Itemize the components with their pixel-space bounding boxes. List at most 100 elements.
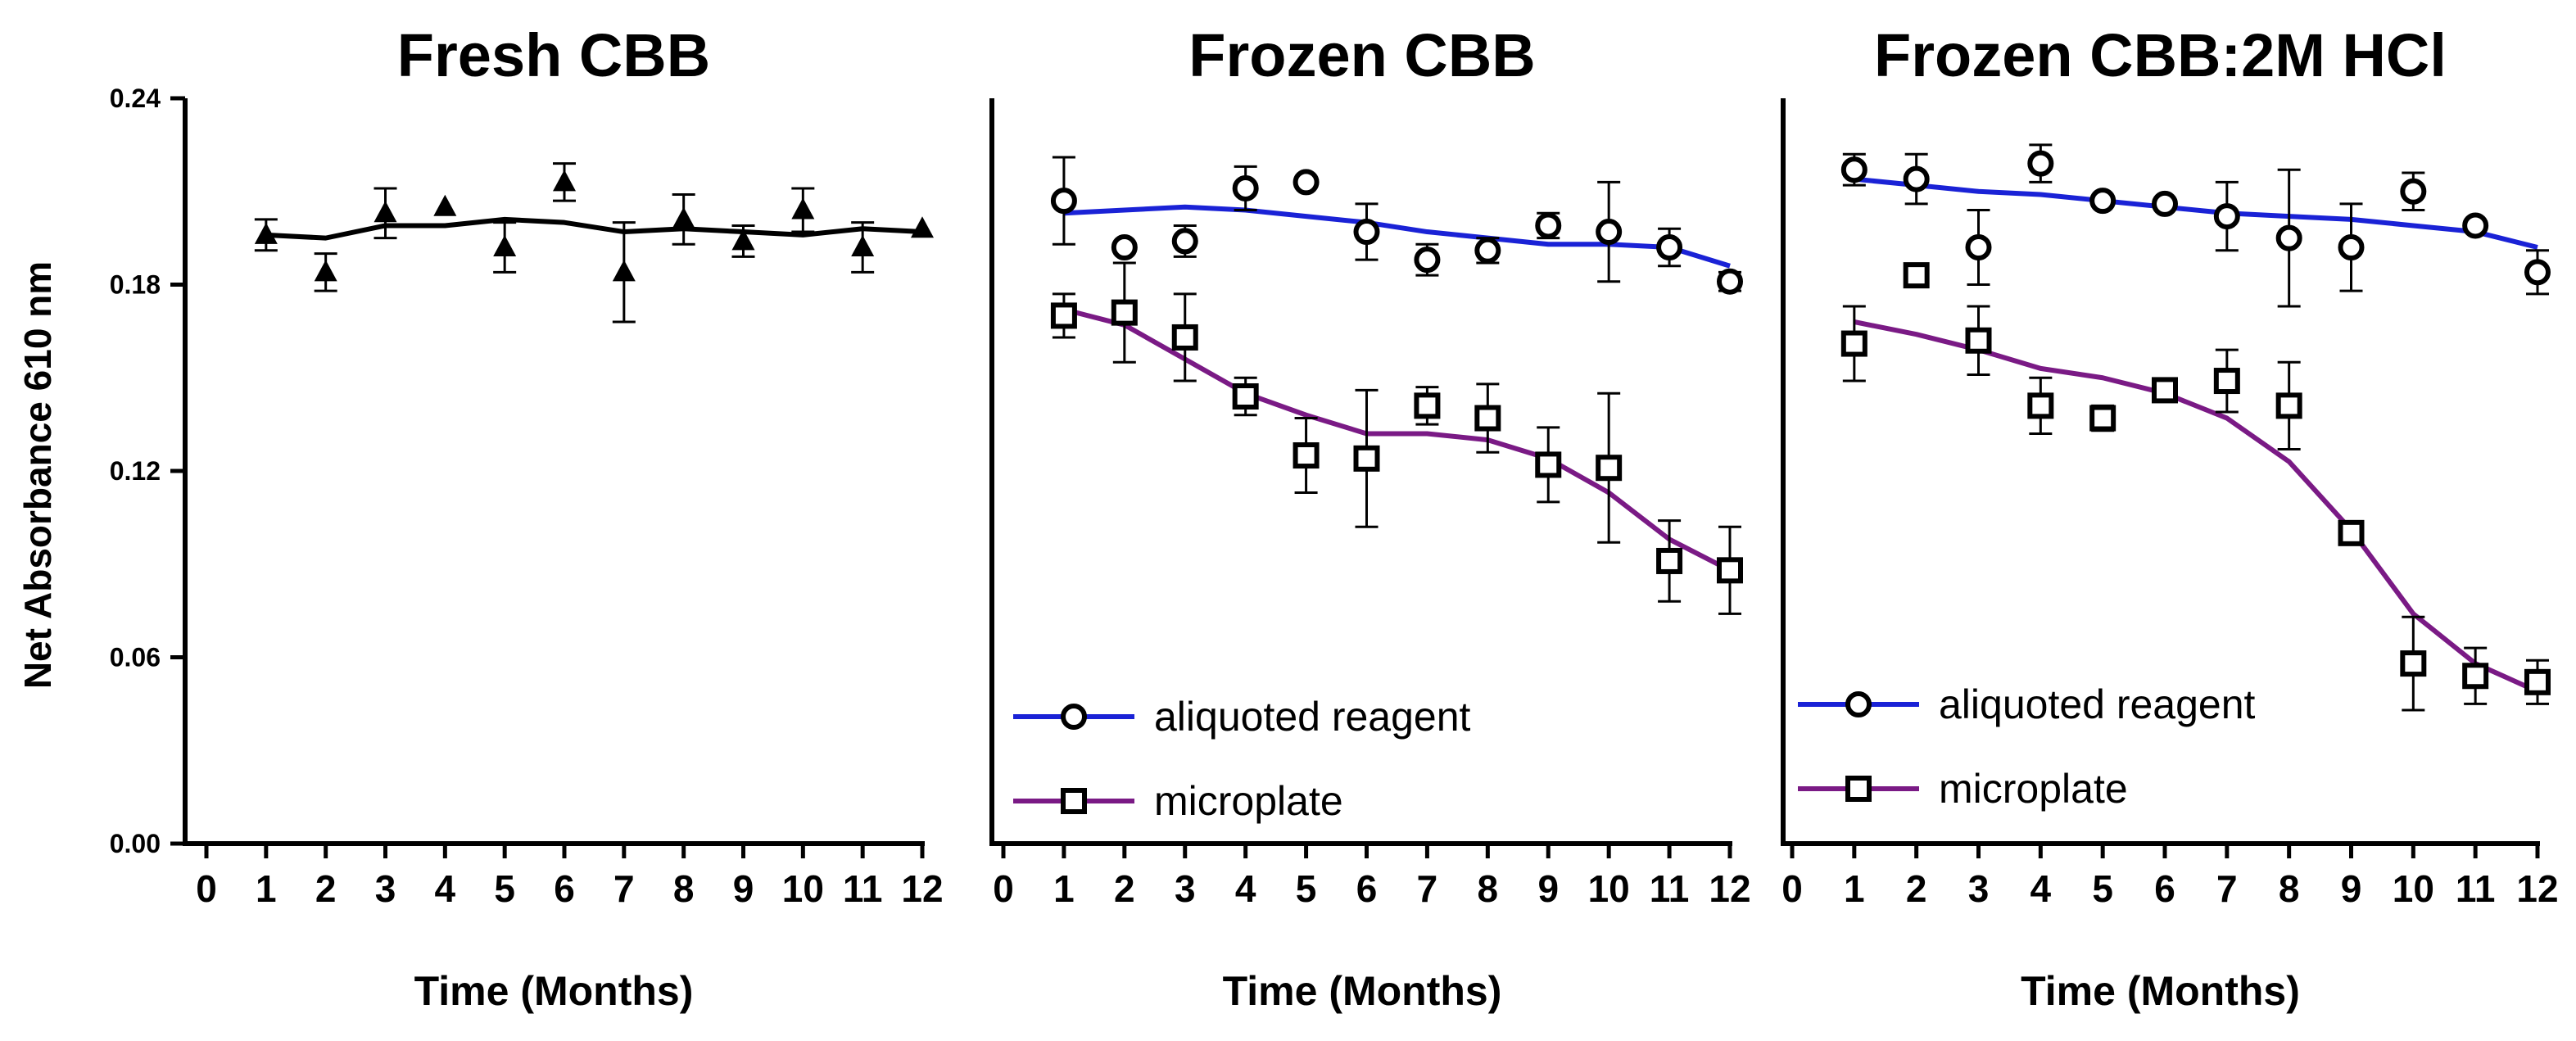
y-tick-label: 0.00	[110, 829, 161, 858]
x-tick-label: 3	[1968, 867, 1990, 910]
data-point-circle	[2089, 188, 2116, 215]
chart-title: Frozen CBB	[1188, 21, 1535, 89]
data-point-circle	[1353, 219, 1380, 246]
legend-label: aliquoted reagent	[1939, 681, 2256, 727]
data-point-square	[1535, 451, 1562, 478]
data-point-triangle	[373, 201, 397, 223]
data-point-circle	[2524, 259, 2551, 286]
x-tick-label: 6	[554, 867, 575, 910]
data-point-circle	[2462, 212, 2489, 239]
y-tick-label: 0.12	[110, 456, 161, 486]
x-tick-label: 4	[1235, 867, 1256, 910]
data-point-triangle	[731, 229, 755, 251]
chart-title: Fresh CBB	[397, 21, 710, 89]
data-point-circle	[1840, 156, 1867, 183]
y-tick-label: 0.18	[110, 270, 161, 300]
data-point-triangle	[851, 235, 875, 256]
data-point-circle	[2275, 224, 2302, 251]
data-point-square	[1656, 547, 1683, 574]
x-tick-label: 4	[435, 867, 456, 910]
legend-marker-square	[1845, 776, 1872, 802]
x-tick-label: 8	[673, 867, 695, 910]
x-tick-label: 6	[2154, 867, 2175, 910]
x-tick-label: 8	[2279, 867, 2300, 910]
legend: aliquoted reagent microplate	[1798, 681, 2256, 812]
x-tick-label: 2	[1906, 867, 1927, 910]
x-axis-label: Time (Months)	[1223, 968, 1502, 1014]
x-tick-label: 0	[196, 867, 217, 910]
y-tick-label: 0.06	[110, 643, 161, 672]
data-point-square	[2027, 392, 2054, 419]
x-tick-label: 1	[256, 867, 277, 910]
data-point-square	[2524, 668, 2551, 695]
legend-marker-square	[1061, 788, 1087, 814]
data-point-circle	[2400, 178, 2427, 205]
x-tick-label: 9	[1537, 867, 1559, 910]
x-tick-label: 7	[613, 867, 635, 910]
data-point-circle	[1717, 268, 1743, 295]
x-tick-label: 7	[1417, 867, 1438, 910]
x-axis-label: Time (Months)	[2021, 968, 2300, 1014]
x-tick-label: 8	[1478, 867, 1499, 910]
x-tick-label: 9	[2341, 867, 2362, 910]
data-point-square	[1050, 302, 1077, 329]
y-axis-label: Net Absorbance 610 nm	[16, 261, 59, 689]
x-tick-label: 5	[2092, 867, 2113, 910]
fit-line-fresh-cbb	[265, 216, 923, 241]
data-point-circle	[1293, 169, 1320, 196]
data-point-circle	[1656, 234, 1683, 260]
data-point-circle	[1596, 219, 1623, 246]
x-tick-label: 12	[2516, 867, 2558, 910]
x-tick-label: 6	[1356, 867, 1378, 910]
data-point-square	[1293, 442, 1320, 469]
data-point-square	[2152, 377, 2178, 404]
x-tick-label: 10	[782, 867, 824, 910]
data-point-square	[1717, 557, 1743, 584]
x-tick-label: 11	[1650, 867, 1690, 910]
data-point-triangle	[433, 194, 457, 216]
legend-label: microplate	[1154, 778, 1343, 824]
data-point-circle	[1535, 212, 1562, 239]
data-point-square	[2462, 663, 2489, 690]
data-point-triangle	[254, 222, 278, 244]
data-point-square	[1474, 405, 1501, 432]
x-tick-label: 5	[1296, 867, 1317, 910]
data-point-circle	[1903, 165, 1930, 192]
data-point-square	[1596, 455, 1623, 482]
data-point-square	[1171, 324, 1198, 351]
x-tick-label: 2	[1114, 867, 1135, 910]
data-point-circle	[2152, 190, 2178, 217]
data-point-circle	[2338, 234, 2365, 260]
data-point-square	[1840, 330, 1867, 357]
legend-marker-circle	[1061, 704, 1087, 730]
x-tick-label: 0	[993, 867, 1014, 910]
legend-label: aliquoted reagent	[1154, 694, 1471, 740]
data-point-circle	[2213, 203, 2240, 230]
fit-line-aliquoted-reagent	[1854, 176, 2538, 250]
legend: aliquoted reagent microplate	[1013, 694, 1471, 824]
chart-title: Frozen CBB:2M HCl	[1874, 21, 2447, 89]
x-axis-label: Time (Months)	[414, 968, 694, 1014]
x-tick-label: 11	[843, 867, 883, 910]
data-point-square	[1353, 445, 1380, 472]
data-point-circle	[1050, 188, 1077, 215]
data-point-triangle	[553, 170, 576, 192]
data-point-square	[1111, 299, 1138, 326]
data-point-square	[1903, 262, 1930, 289]
x-tick-label: 9	[733, 867, 754, 910]
x-tick-label: 4	[2030, 867, 2052, 910]
y-tick-label: 0.24	[110, 84, 161, 113]
fit-line-microplate	[1063, 306, 1732, 573]
x-tick-label: 12	[1709, 867, 1750, 910]
x-tick-label: 1	[1844, 867, 1865, 910]
x-tick-label: 2	[315, 867, 337, 910]
data-point-square	[2089, 405, 2116, 432]
data-point-square	[2400, 650, 2427, 677]
data-point-circle	[1171, 228, 1198, 255]
fit-line-aliquoted-reagent	[1063, 204, 1731, 269]
data-point-square	[1965, 327, 1992, 354]
